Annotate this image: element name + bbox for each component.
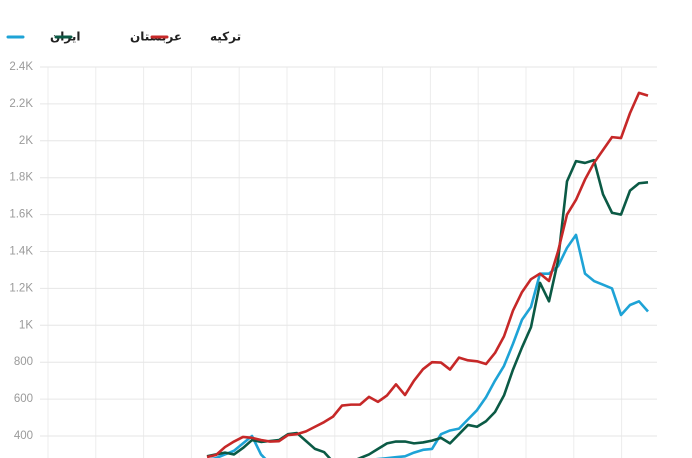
y-tick-label: 1.4K <box>9 246 33 258</box>
series-line <box>206 91 649 458</box>
y-tick-label: 2.4K <box>9 61 33 73</box>
y-tick-label: 1.2K <box>9 282 33 294</box>
series-line <box>206 158 649 458</box>
y-tick-label: 400 <box>14 430 33 442</box>
series-line <box>210 233 649 458</box>
y-tick-label: 2K <box>19 135 33 147</box>
legend-label: ترکیه <box>210 30 241 44</box>
y-tick-label: 800 <box>14 356 33 368</box>
y-tick-label: 1.6K <box>9 209 33 221</box>
y-tick-label: 600 <box>14 393 33 405</box>
y-tick-label: 1.8K <box>9 172 33 184</box>
y-tick-label: 2.2K <box>9 98 33 110</box>
y-tick-label: 1K <box>19 319 33 331</box>
